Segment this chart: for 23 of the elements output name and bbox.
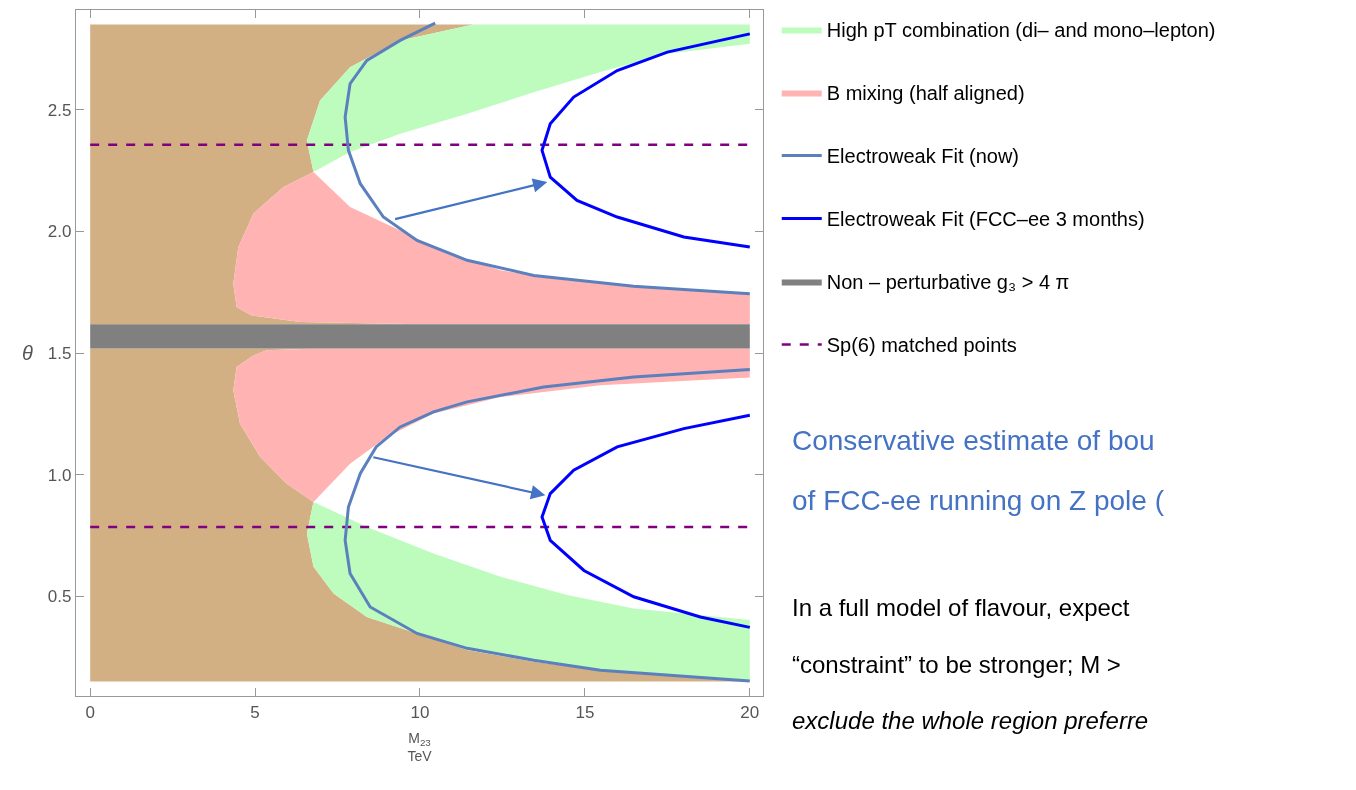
y-tick-label: 0.5 [47,587,72,607]
text: “constraint” to be stronger; M > [792,651,1121,678]
legend-label: Sp(6) matched points [826,334,1017,357]
y-axis-title: θ [22,342,33,364]
legend-label: Non – perturbative g₃ > 4 π [826,271,1070,294]
legend-label: Electroweak Fit (now) [826,145,1020,168]
legend-label: Electroweak Fit (FCC–ee 3 months) [826,208,1145,231]
text: In a full model of flavour, expect [792,594,1130,621]
text: Conservative estimate of bou [792,425,1155,456]
x-axis-title: M$_{23}$ TeV [407,729,433,764]
x-tick-label: 20 [740,702,760,722]
x-tick-label: 5 [250,702,260,722]
x-tick-label: 10 [410,702,430,722]
text: exclude the whole region preferre [792,707,1149,734]
x-tick-label: 0 [85,702,95,722]
legend-label: B mixing (half aligned) [826,82,1025,105]
y-tick-label: 2.5 [47,100,72,120]
y-tick-label: 1.0 [47,465,72,485]
text: of FCC-ee running on Z pole ( [792,485,1165,516]
y-tick-label: 2.0 [47,222,72,242]
y-tick-label: 1.5 [47,343,72,363]
x-tick-label: 15 [575,702,595,722]
legend-label: High pT combination (di– and mono–lepton) [826,19,1216,42]
